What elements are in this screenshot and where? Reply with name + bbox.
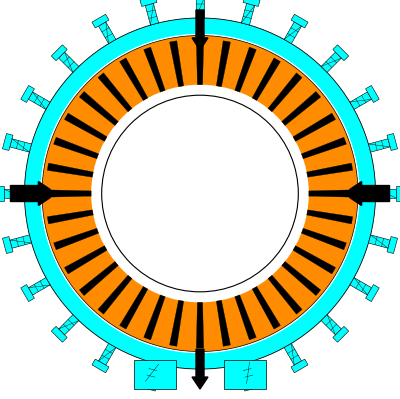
Wedge shape bbox=[252, 58, 280, 101]
Wedge shape bbox=[144, 47, 165, 92]
Bar bbox=[224, 360, 266, 389]
Polygon shape bbox=[284, 22, 302, 43]
Circle shape bbox=[102, 95, 298, 292]
Polygon shape bbox=[366, 284, 379, 302]
Polygon shape bbox=[2, 237, 13, 253]
Wedge shape bbox=[120, 58, 148, 101]
Wedge shape bbox=[293, 113, 336, 141]
Polygon shape bbox=[291, 14, 308, 28]
Wedge shape bbox=[235, 295, 256, 340]
Polygon shape bbox=[2, 134, 13, 150]
Wedge shape bbox=[47, 163, 93, 177]
Polygon shape bbox=[145, 3, 159, 25]
Polygon shape bbox=[368, 235, 390, 248]
Polygon shape bbox=[140, 0, 157, 6]
Polygon shape bbox=[291, 359, 308, 373]
Polygon shape bbox=[333, 45, 349, 61]
Polygon shape bbox=[51, 326, 67, 342]
Polygon shape bbox=[284, 344, 302, 365]
Wedge shape bbox=[64, 246, 107, 274]
Bar bbox=[134, 360, 176, 389]
Polygon shape bbox=[376, 189, 396, 198]
FancyArrow shape bbox=[192, 10, 208, 50]
Wedge shape bbox=[79, 261, 118, 296]
Polygon shape bbox=[98, 344, 116, 365]
Polygon shape bbox=[4, 189, 24, 198]
Wedge shape bbox=[54, 228, 99, 250]
Polygon shape bbox=[241, 362, 255, 384]
Polygon shape bbox=[140, 381, 157, 391]
Wedge shape bbox=[98, 275, 132, 314]
Wedge shape bbox=[282, 91, 321, 126]
Wedge shape bbox=[282, 261, 321, 296]
Polygon shape bbox=[28, 278, 50, 295]
Wedge shape bbox=[170, 41, 184, 87]
Wedge shape bbox=[268, 73, 302, 112]
Polygon shape bbox=[21, 85, 34, 103]
Wedge shape bbox=[252, 286, 280, 329]
Polygon shape bbox=[196, 0, 204, 18]
Wedge shape bbox=[196, 39, 204, 85]
Circle shape bbox=[42, 36, 358, 352]
Wedge shape bbox=[268, 275, 302, 314]
Polygon shape bbox=[92, 14, 109, 28]
Wedge shape bbox=[216, 300, 230, 346]
Polygon shape bbox=[59, 315, 79, 335]
Wedge shape bbox=[79, 91, 118, 126]
Wedge shape bbox=[64, 113, 107, 141]
Wedge shape bbox=[144, 295, 165, 340]
Wedge shape bbox=[216, 41, 230, 87]
Polygon shape bbox=[387, 237, 398, 253]
FancyArrow shape bbox=[192, 349, 208, 389]
FancyArrow shape bbox=[350, 190, 390, 205]
FancyArrow shape bbox=[10, 190, 50, 205]
FancyArrow shape bbox=[10, 182, 50, 198]
Wedge shape bbox=[98, 73, 132, 112]
Wedge shape bbox=[196, 302, 204, 348]
Circle shape bbox=[91, 85, 309, 302]
Polygon shape bbox=[368, 139, 390, 152]
Polygon shape bbox=[10, 139, 32, 152]
Polygon shape bbox=[396, 186, 400, 201]
Polygon shape bbox=[28, 92, 50, 109]
Polygon shape bbox=[10, 235, 32, 248]
Wedge shape bbox=[307, 163, 353, 177]
Wedge shape bbox=[301, 228, 346, 250]
Polygon shape bbox=[350, 278, 372, 295]
Wedge shape bbox=[47, 210, 93, 224]
Polygon shape bbox=[92, 359, 109, 373]
Polygon shape bbox=[321, 315, 341, 335]
Polygon shape bbox=[59, 52, 79, 72]
Polygon shape bbox=[333, 326, 349, 342]
Polygon shape bbox=[366, 85, 379, 103]
Polygon shape bbox=[387, 134, 398, 150]
Circle shape bbox=[40, 34, 360, 353]
FancyArrow shape bbox=[350, 182, 390, 198]
Polygon shape bbox=[321, 52, 341, 72]
Wedge shape bbox=[170, 300, 184, 346]
Circle shape bbox=[24, 18, 376, 369]
Polygon shape bbox=[243, 0, 260, 6]
Polygon shape bbox=[145, 362, 159, 384]
Polygon shape bbox=[243, 381, 260, 391]
Wedge shape bbox=[293, 246, 336, 274]
Wedge shape bbox=[54, 137, 99, 159]
Polygon shape bbox=[98, 22, 116, 43]
Wedge shape bbox=[309, 190, 354, 197]
Wedge shape bbox=[301, 137, 346, 159]
Polygon shape bbox=[51, 45, 67, 61]
Polygon shape bbox=[0, 186, 4, 201]
Polygon shape bbox=[241, 3, 255, 25]
Polygon shape bbox=[21, 284, 34, 302]
Wedge shape bbox=[120, 286, 148, 329]
Polygon shape bbox=[350, 92, 372, 109]
Wedge shape bbox=[307, 210, 353, 224]
Wedge shape bbox=[235, 47, 256, 92]
Wedge shape bbox=[46, 190, 91, 197]
